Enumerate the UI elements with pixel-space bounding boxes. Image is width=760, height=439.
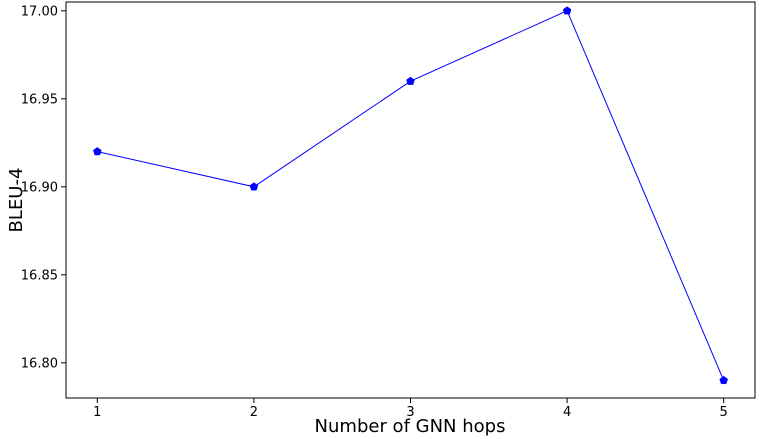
x-tick-label: 2 — [250, 405, 258, 420]
x-tick-label: 3 — [406, 405, 414, 420]
y-axis-title: BLEU-4 — [6, 168, 27, 233]
series-layer — [93, 6, 728, 385]
data-point — [406, 76, 415, 85]
x-tick-label: 4 — [563, 405, 571, 420]
x-axis: 1 2 3 4 5 — [93, 398, 728, 420]
y-tick-label: 16.90 — [21, 180, 58, 195]
data-point — [719, 375, 728, 385]
data-point — [93, 147, 102, 156]
x-tick-label: 1 — [93, 405, 101, 420]
x-tick-label: 5 — [720, 405, 728, 420]
x-axis-title: Number of GNN hops — [315, 416, 506, 437]
y-tick-label: 16.85 — [21, 268, 58, 283]
data-point — [249, 182, 259, 191]
y-axis: 16.80 16.85 16.90 16.95 17.00 — [21, 4, 66, 371]
plot-area — [65, 1, 756, 399]
y-tick-label: 16.80 — [21, 356, 58, 371]
data-point — [562, 6, 572, 15]
y-tick-label: 16.95 — [21, 92, 58, 107]
y-tick-label: 17.00 — [21, 4, 58, 19]
